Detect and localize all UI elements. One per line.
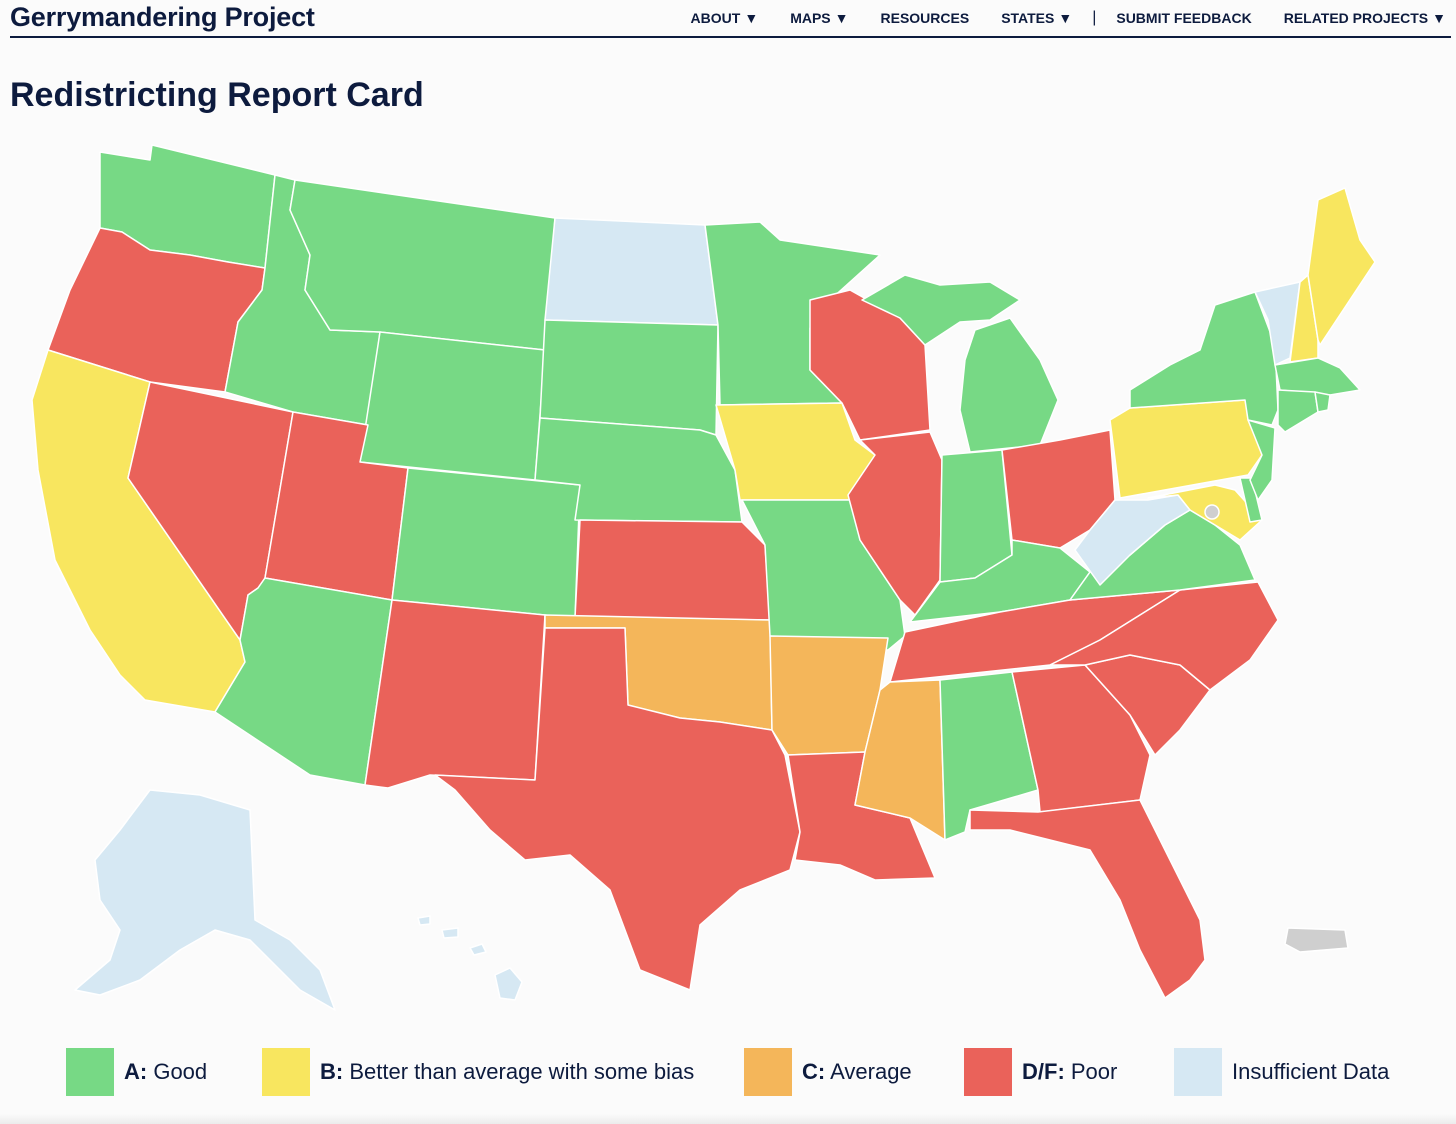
- state-new-mexico[interactable]: [364, 599, 546, 789]
- territory-puerto-rico[interactable]: [1284, 927, 1349, 953]
- state-delaware[interactable]: [1239, 477, 1263, 523]
- state-massachusetts[interactable]: [1274, 357, 1361, 396]
- site-brand[interactable]: Gerrymandering Project: [10, 2, 315, 32]
- page-title: Redistricting Report Card: [10, 76, 424, 114]
- state-vermont[interactable]: [1254, 281, 1301, 366]
- nav-maps-label: MAPS: [790, 10, 831, 26]
- legend-text-c: C: Average: [802, 1059, 912, 1085]
- legend-text-df: D/F: Poor: [1022, 1059, 1117, 1085]
- legend-item-a[interactable]: A: Good: [66, 1048, 207, 1096]
- state-michigan-upper[interactable]: [861, 274, 1021, 346]
- nav-states-label: STATES: [1001, 10, 1055, 26]
- state-hawaii[interactable]: [417, 915, 523, 1001]
- legend-grade-b: B:: [320, 1059, 344, 1084]
- state-south-dakota[interactable]: [539, 319, 719, 436]
- header-rule: [10, 36, 1451, 38]
- caret-down-icon: ▼: [834, 10, 849, 26]
- legend-item-insufficient[interactable]: Insufficient Data: [1174, 1048, 1389, 1096]
- legend-grade-a: A:: [124, 1059, 148, 1084]
- state-montana[interactable]: [289, 179, 556, 351]
- state-north-dakota[interactable]: [544, 217, 719, 326]
- state-maine[interactable]: [1307, 187, 1376, 346]
- nav-separator: |: [1092, 9, 1097, 26]
- legend-label-c: Average: [825, 1059, 912, 1084]
- top-navigation-bar: Gerrymandering Project ABOUT ▼ MAPS ▼ RE…: [0, 0, 1456, 38]
- nav-resources[interactable]: RESOURCES: [881, 10, 970, 26]
- legend-grade-c: C:: [802, 1059, 826, 1084]
- legend-grade-df: D/F:: [1022, 1059, 1065, 1084]
- legend-item-b[interactable]: B: Better than average with some bias: [262, 1048, 694, 1096]
- state-pennsylvania[interactable]: [1109, 399, 1263, 499]
- nav-about-label: ABOUT: [690, 10, 741, 26]
- state-alaska[interactable]: [74, 789, 336, 1011]
- main-nav: ABOUT ▼ MAPS ▼ RESOURCES STATES ▼ | SUBM…: [659, 9, 1446, 27]
- grade-legend: A: Good B: Better than average with some…: [0, 1048, 1456, 1104]
- state-colorado[interactable]: [391, 467, 581, 619]
- state-mississippi[interactable]: [854, 679, 946, 841]
- state-connecticut[interactable]: [1277, 389, 1319, 433]
- nav-related-projects-label: RELATED PROJECTS: [1283, 10, 1429, 26]
- territory-dc[interactable]: [1204, 504, 1220, 520]
- state-new-jersey[interactable]: [1247, 419, 1276, 501]
- legend-swatch-a: [66, 1048, 114, 1096]
- legend-label-df: Poor: [1064, 1059, 1118, 1084]
- nav-related-projects[interactable]: RELATED PROJECTS ▼: [1284, 10, 1446, 26]
- legend-label-a: Good: [147, 1059, 208, 1084]
- legend-label-insufficient: Insufficient Data: [1232, 1059, 1390, 1084]
- nav-submit-feedback[interactable]: SUBMIT FEEDBACK: [1116, 10, 1251, 26]
- caret-down-icon: ▼: [1058, 10, 1073, 26]
- state-rhode-island[interactable]: [1314, 391, 1331, 413]
- nav-about[interactable]: ABOUT ▼: [691, 10, 759, 26]
- caret-down-icon: ▼: [744, 10, 759, 26]
- state-florida[interactable]: [969, 799, 1206, 999]
- legend-swatch-insufficient: [1174, 1048, 1222, 1096]
- legend-item-df[interactable]: D/F: Poor: [964, 1048, 1117, 1096]
- state-new-york[interactable]: [1129, 291, 1279, 426]
- state-texas[interactable]: [434, 627, 801, 991]
- page-bottom-edge: [0, 1114, 1456, 1124]
- nav-resources-label: RESOURCES: [880, 10, 970, 26]
- state-kansas[interactable]: [574, 519, 771, 621]
- legend-swatch-b: [262, 1048, 310, 1096]
- state-michigan-lower[interactable]: [959, 317, 1059, 453]
- caret-down-icon: ▼: [1432, 10, 1446, 26]
- nav-states[interactable]: STATES ▼: [1001, 10, 1072, 26]
- legend-label-b: Better than average with some bias: [343, 1059, 695, 1084]
- nav-submit-feedback-label: SUBMIT FEEDBACK: [1116, 10, 1252, 26]
- state-kentucky[interactable]: [909, 539, 1091, 623]
- legend-text-insufficient: Insufficient Data: [1232, 1059, 1389, 1085]
- legend-swatch-df: [964, 1048, 1012, 1096]
- nav-maps[interactable]: MAPS ▼: [790, 10, 848, 26]
- legend-text-a: A: Good: [124, 1059, 207, 1085]
- state-north-carolina[interactable]: [1049, 581, 1279, 691]
- state-wyoming[interactable]: [359, 331, 546, 481]
- legend-text-b: B: Better than average with some bias: [320, 1059, 694, 1085]
- legend-item-c[interactable]: C: Average: [744, 1048, 912, 1096]
- legend-swatch-c: [744, 1048, 792, 1096]
- state-illinois[interactable]: [847, 431, 943, 616]
